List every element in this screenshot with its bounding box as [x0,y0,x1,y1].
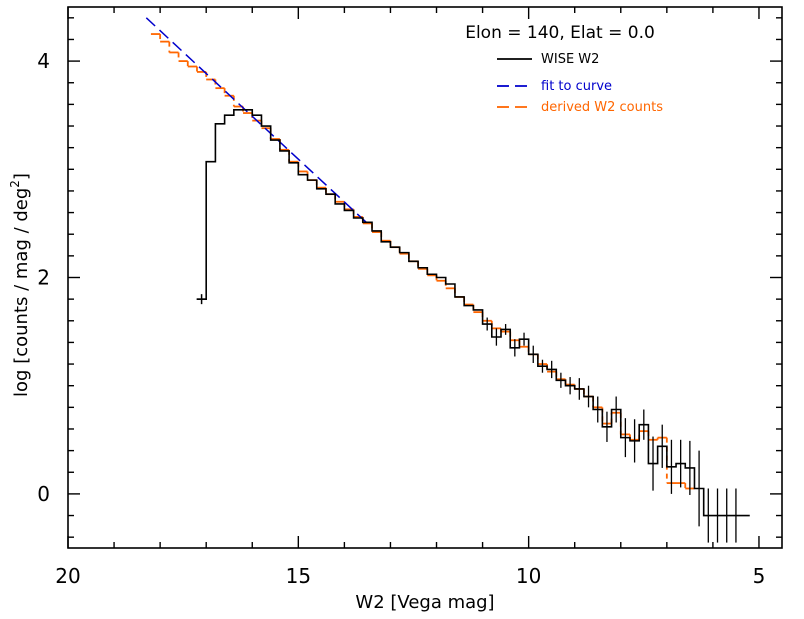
x-axis-title: W2 [Vega mag] [355,592,494,613]
y-tick-label: 0 [37,482,50,506]
x-tick-label: 5 [753,564,766,588]
series-layer [145,17,750,543]
legend-label-fit: fit to curve [541,79,612,94]
wise-w2-step [196,108,750,517]
legend-label-wise-w2: WISE W2 [541,52,599,67]
y-axis-title-main: log [counts / mag / deg [11,188,32,397]
y-axis-title-end: ] [11,173,32,180]
x-tick-label: 10 [516,564,541,588]
y-tick-label: 2 [37,266,50,290]
chart-title: Elon = 140, Elat = 0.0 [465,23,655,43]
y-axis-title-sup: 2 [8,180,22,188]
x-tick-label: 20 [55,564,80,588]
legend: WISE W2 fit to curve derived W2 counts [497,52,663,115]
fit-line [145,17,368,224]
legend-label-derived: derived W2 counts [541,100,663,115]
y-tick-label: 4 [37,49,50,73]
axis-ticks [67,7,782,548]
x-tick-label: 15 [286,564,311,588]
y-axis-title: log [counts / mag / deg2] [8,173,32,397]
